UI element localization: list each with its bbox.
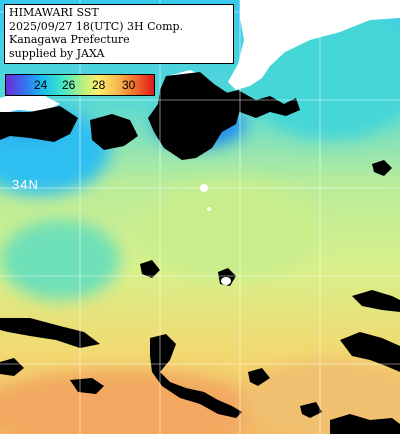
title-box: HIMAWARI SST 2025/09/27 18(UTC) 3H Comp.…	[4, 4, 234, 64]
mask-south-band-2	[150, 334, 242, 418]
mask-south-band-1	[0, 318, 100, 348]
island-2	[221, 277, 231, 285]
mask-south-band-3	[70, 378, 104, 394]
mask-east-2	[340, 332, 400, 372]
colorbar: 24 26 28 30	[5, 74, 155, 96]
mask-south-mid	[248, 368, 270, 386]
land-kanto	[228, 0, 400, 90]
island-3	[207, 207, 211, 211]
title-line-credit: supplied by JAXA	[9, 46, 105, 60]
colorbar-tick-24: 24	[34, 78, 48, 92]
title-line-datetime: 2025/09/27 18(UTC) 3H Comp.	[9, 19, 184, 33]
latitude-label: 34N	[12, 177, 39, 192]
colorbar-tick-26: 26	[62, 78, 76, 92]
mask-bay	[206, 90, 300, 118]
warm-patch-south	[0, 370, 260, 434]
colorbar-tick-28: 28	[92, 78, 106, 92]
mask-west-coast-2	[90, 114, 138, 150]
mask-southeast	[330, 414, 400, 434]
title-line-product: HIMAWARI SST	[9, 6, 99, 19]
cool-patch-sw	[0, 220, 120, 300]
mask-west-coast	[0, 106, 78, 142]
mask-east-speck	[372, 160, 392, 176]
mask-izu	[148, 72, 240, 160]
colorbar-tick-30: 30	[122, 78, 136, 92]
title-line-region: Kanagawa Prefecture	[9, 33, 130, 46]
mask-south-west	[0, 358, 24, 376]
warm-patch-center	[140, 180, 320, 280]
mask-center-small	[140, 260, 160, 278]
mask-south-right	[300, 402, 322, 418]
land-west	[0, 92, 60, 114]
mask-east-1	[352, 290, 400, 312]
